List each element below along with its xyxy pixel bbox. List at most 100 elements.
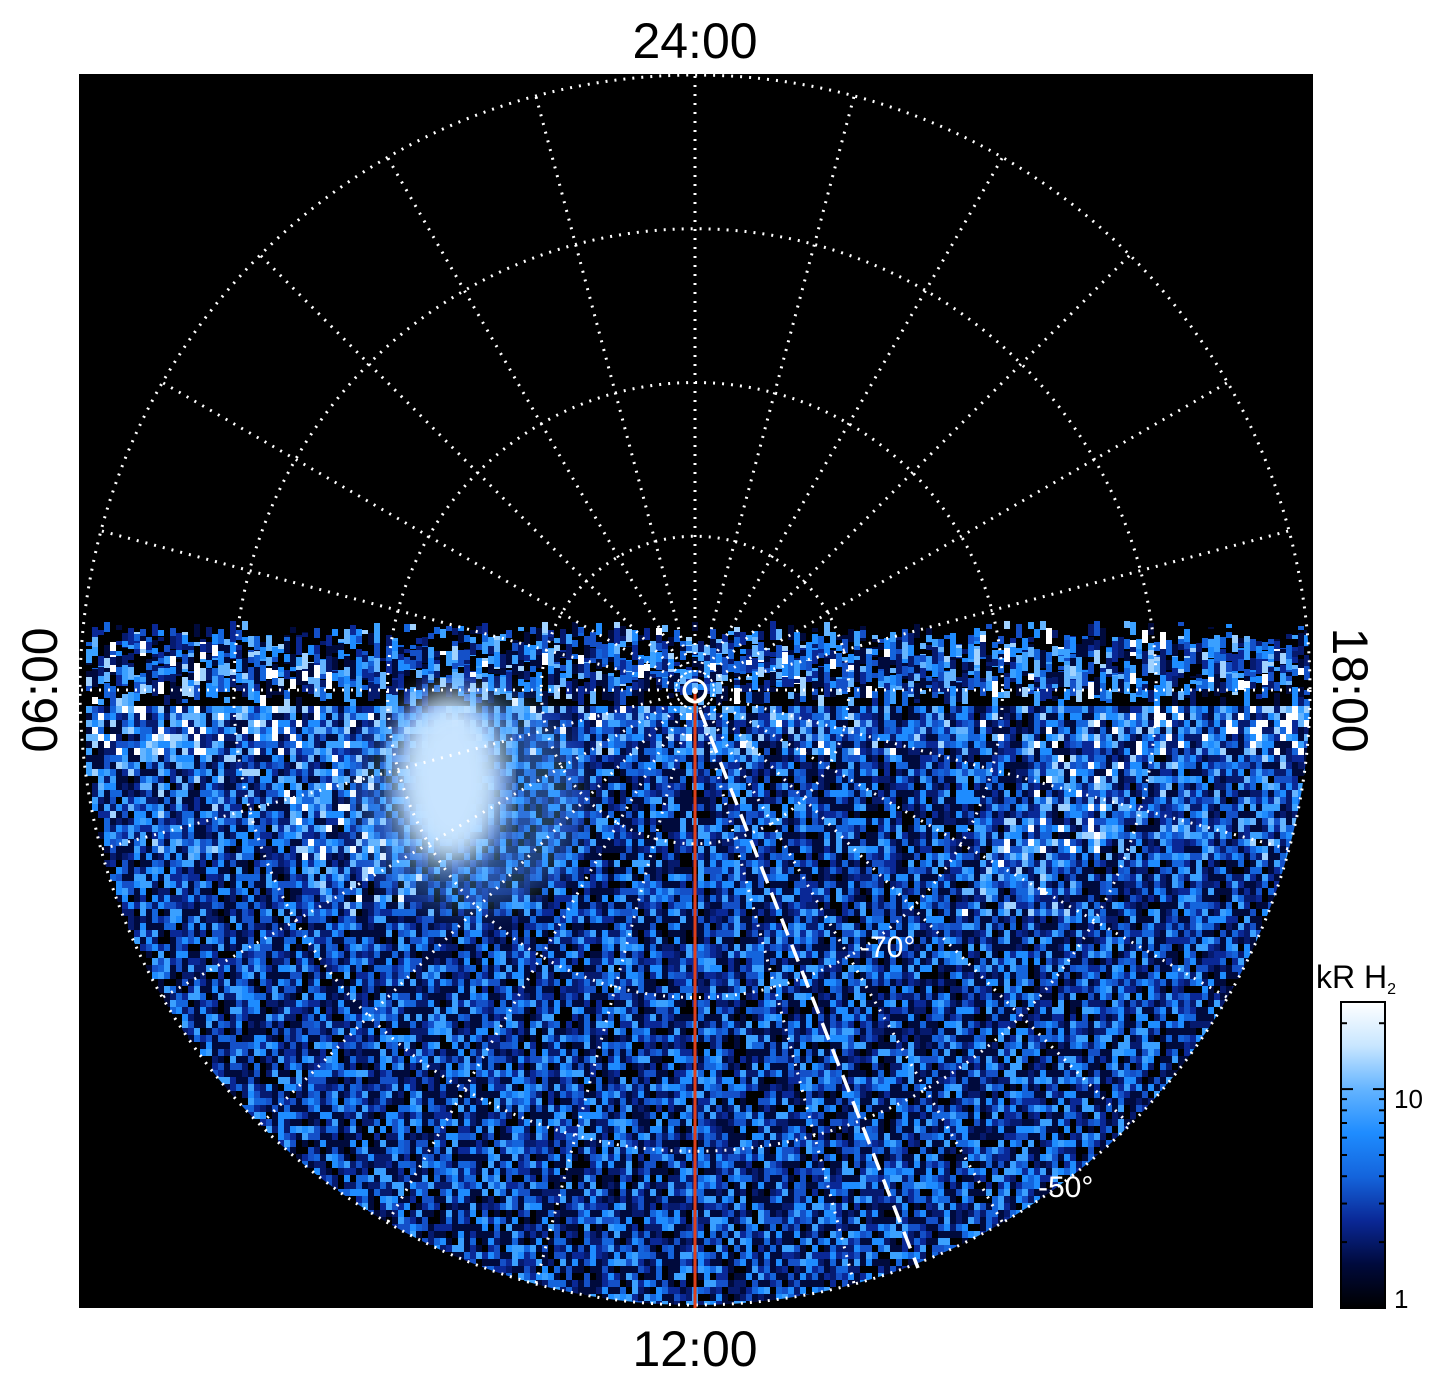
emission-cell [1100, 762, 1106, 769]
emission-cell [740, 685, 746, 692]
emission-cell [140, 790, 146, 797]
emission-cell [230, 706, 236, 713]
emission-cell [722, 755, 728, 762]
emission-cell [1142, 748, 1148, 755]
emission-cell [86, 741, 92, 748]
emission-cell [686, 790, 692, 797]
emission-cell [656, 762, 662, 769]
emission-cell [1004, 720, 1010, 727]
emission-cell [974, 755, 980, 762]
emission-cell [1148, 706, 1154, 713]
emission-cell [602, 734, 608, 741]
emission-cell [548, 649, 554, 666]
emission-cell [134, 741, 140, 748]
emission-cell [1166, 748, 1172, 755]
emission-cell [356, 706, 362, 713]
emission-cell [1304, 655, 1310, 672]
emission-cell [734, 741, 740, 748]
emission-cell [188, 680, 194, 686]
emission-cell [890, 734, 896, 741]
emission-cell [1172, 811, 1178, 818]
emission-cell [512, 691, 518, 697]
emission-cell [1124, 682, 1130, 694]
emission-cell [362, 706, 368, 713]
emission-cell [1274, 769, 1280, 776]
emission-cell [110, 713, 116, 720]
emission-cell [152, 727, 158, 734]
emission-cell [1244, 734, 1250, 741]
emission-cell [128, 734, 134, 741]
emission-cell [728, 720, 734, 727]
emission-cell [710, 783, 716, 790]
emission-cell [1244, 741, 1250, 748]
emission-cell [1286, 755, 1292, 762]
emission-cell [110, 755, 116, 762]
emission-cell [1130, 755, 1136, 762]
emission-cell [92, 783, 98, 790]
emission-cell [1172, 657, 1178, 675]
emission-cell [938, 647, 944, 652]
emission-cell [608, 630, 614, 647]
emission-cell [152, 680, 158, 696]
emission-cell [1064, 689, 1070, 700]
emission-cell [638, 645, 644, 659]
emission-cell [1016, 769, 1022, 776]
emission-cell [1004, 776, 1010, 783]
emission-cell [1160, 783, 1166, 790]
emission-cell [932, 783, 938, 790]
emission-cell [944, 797, 950, 804]
emission-cell [380, 640, 386, 658]
emission-cell [890, 632, 896, 649]
emission-cell [794, 811, 800, 818]
emission-cell [1010, 713, 1016, 720]
emission-cell [314, 769, 320, 776]
emission-cell [1076, 797, 1082, 804]
emission-cell [206, 713, 212, 720]
emission-cell [602, 790, 608, 797]
emission-cell [1136, 776, 1142, 783]
emission-cell [668, 741, 674, 748]
emission-cell [518, 671, 524, 679]
emission-cell [1286, 670, 1292, 689]
emission-cell [116, 776, 122, 783]
emission-cell [524, 671, 530, 680]
emission-cell [710, 790, 716, 797]
emission-cell [1112, 790, 1118, 797]
emission-cell [680, 783, 686, 790]
emission-cell [1010, 706, 1016, 713]
emission-cell [920, 776, 926, 783]
emission-cell [218, 769, 224, 776]
emission-cell [266, 755, 272, 762]
emission-cell [1058, 755, 1064, 762]
emission-cell [272, 691, 278, 695]
emission-cell [146, 790, 152, 797]
emission-cell [374, 669, 380, 687]
emission-cell [764, 783, 770, 790]
emission-cell [416, 670, 422, 678]
emission-cell [260, 665, 266, 681]
emission-cell [170, 734, 176, 741]
emission-cell [968, 748, 974, 755]
emission-cell [350, 783, 356, 790]
emission-cell [788, 734, 794, 741]
emission-cell [806, 646, 812, 652]
emission-cell [602, 762, 608, 769]
emission-cell [1070, 797, 1076, 804]
emission-cell [1118, 769, 1124, 776]
emission-cell [446, 675, 452, 687]
emission-cell [758, 811, 764, 818]
emission-cell [860, 713, 866, 720]
emission-cell [614, 628, 620, 645]
emission-cell [200, 776, 206, 783]
emission-cell [1034, 762, 1040, 769]
emission-cell [704, 797, 710, 804]
emission-cell [206, 741, 212, 748]
emission-cell [566, 727, 572, 734]
emission-cell [686, 783, 692, 790]
emission-cell [1136, 670, 1142, 679]
emission-cell [878, 727, 884, 734]
emission-cell [266, 783, 272, 790]
emission-cell [482, 634, 488, 642]
emission-cell [1298, 668, 1304, 675]
emission-cell [1148, 650, 1154, 655]
